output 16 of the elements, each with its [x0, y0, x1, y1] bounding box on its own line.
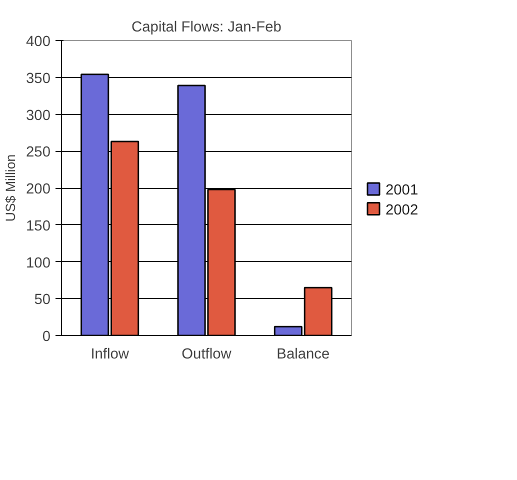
y-tick-label: 0: [42, 329, 51, 345]
legend-label: 2001: [386, 182, 418, 198]
x-tick-label: Balance: [276, 346, 330, 362]
y-tick-label: 50: [34, 292, 51, 308]
y-tick-label: 250: [26, 144, 51, 161]
y-axis-title: US$ Million: [3, 154, 18, 222]
y-tick-label: 200: [26, 182, 51, 198]
legend-label: 2002: [386, 202, 418, 218]
y-tick-label: 100: [26, 255, 51, 272]
x-tick-label: Inflow: [90, 346, 130, 362]
x-tick-label: Outflow: [182, 346, 232, 362]
y-tick-label: 350: [26, 70, 51, 87]
y-tick-label: 150: [26, 218, 51, 234]
y-tick-label: 400: [26, 34, 51, 50]
y-tick-label: 300: [26, 108, 51, 124]
chart-title: Capital Flows: Jan-Feb: [132, 20, 282, 36]
